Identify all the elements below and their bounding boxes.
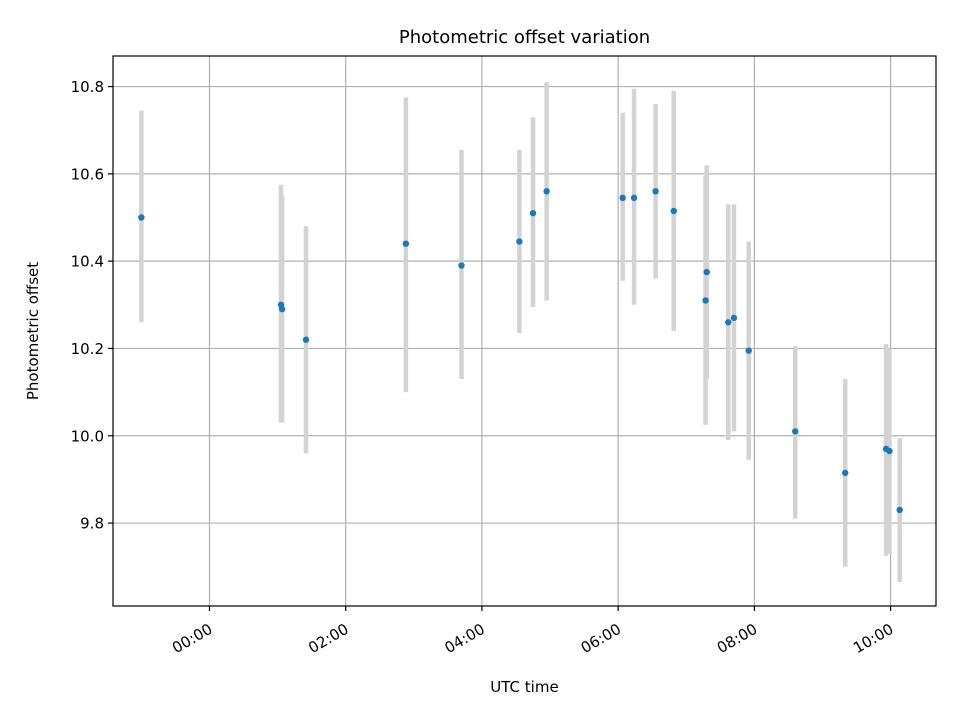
data-points (138, 188, 903, 514)
y-tick-label: 10.6 (71, 165, 104, 183)
data-point (543, 188, 550, 195)
data-point (886, 447, 893, 455)
data-point (630, 194, 638, 202)
chart-title: Photometric offset variation (399, 27, 650, 48)
y-tick-label: 10.2 (71, 340, 104, 358)
x-axis-label: UTC time (490, 678, 558, 696)
plot-frame (112, 55, 937, 607)
y-tick-label: 10.8 (71, 78, 104, 96)
data-point (792, 428, 799, 435)
y-tick-label: 9.8 (80, 515, 104, 533)
data-point (730, 314, 738, 322)
data-point (670, 207, 677, 215)
data-point (278, 305, 286, 313)
data-point (138, 214, 145, 221)
y-tick-label: 10.0 (71, 427, 104, 445)
data-point (529, 209, 537, 217)
data-point (402, 240, 410, 247)
data-point (302, 336, 310, 343)
y-tick-label: 10.4 (71, 253, 104, 271)
data-point (745, 347, 752, 354)
data-point (703, 268, 710, 276)
grid (113, 56, 936, 606)
data-point (725, 319, 732, 326)
y-axis-ticks: 9.8 10.0 10.2 10.4 10.6 10.8 (71, 78, 113, 533)
y-axis-label: Photometric offset (24, 262, 42, 400)
data-point (458, 262, 465, 269)
data-point (516, 238, 523, 245)
data-point (841, 469, 849, 477)
data-point (652, 188, 659, 195)
data-point (619, 194, 626, 202)
data-point (702, 297, 709, 304)
data-point (896, 506, 903, 514)
